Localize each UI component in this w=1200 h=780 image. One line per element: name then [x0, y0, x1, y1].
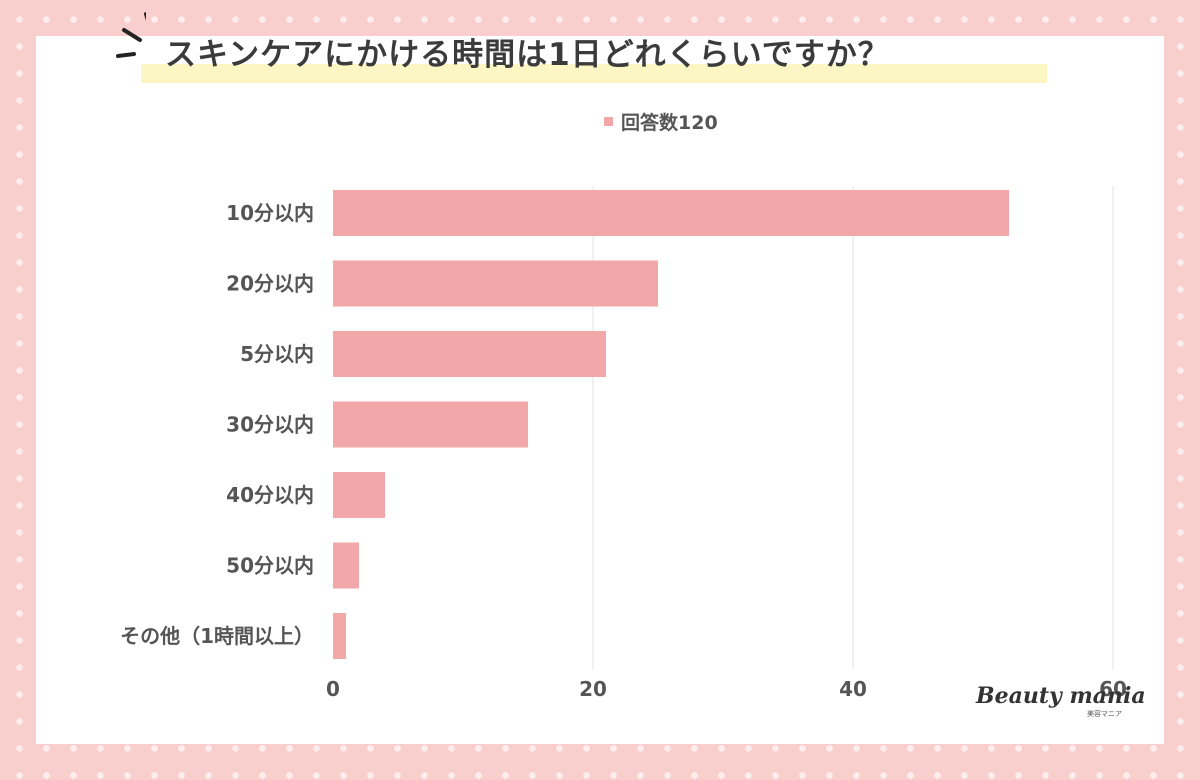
- brand-logo: Beauty mania 美容マニア: [976, 683, 1146, 719]
- x-tick-label-40: 40: [839, 677, 867, 701]
- logo-text: Beauty mania: [976, 683, 1146, 709]
- bar-3: [333, 401, 528, 448]
- bar-1: [333, 260, 658, 307]
- category-label-1: 20分以内: [226, 272, 314, 296]
- category-label-3: 30分以内: [226, 413, 314, 437]
- category-label-4: 40分以内: [226, 483, 314, 507]
- x-tick-label-60: 60: [1099, 677, 1127, 701]
- chart-title: スキンケアにかける時間は1日どれくらいですか？: [165, 37, 890, 73]
- bar-6: [333, 613, 346, 659]
- category-label-2: 5分以内: [240, 342, 314, 366]
- legend-label: 回答数120: [621, 111, 718, 134]
- bar-5: [333, 542, 359, 589]
- legend: 回答数120: [604, 108, 718, 134]
- chart-card: [36, 36, 1164, 744]
- title-area: スキンケアにかける時間は1日どれくらいですか？: [141, 32, 1047, 86]
- bar-0: [333, 190, 1009, 236]
- category-label-0: 10分以内: [226, 201, 314, 225]
- x-tick-label-20: 20: [579, 677, 607, 701]
- category-label-6: その他（1時間以上）: [120, 624, 314, 648]
- sparkle-icon: [116, 12, 146, 58]
- category-label-5: 50分以内: [226, 554, 314, 578]
- logo-subtext: 美容マニア: [1087, 710, 1122, 718]
- x-tick-label-0: 0: [326, 677, 340, 701]
- bar-4: [333, 472, 385, 518]
- bar-2: [333, 331, 606, 377]
- title-highlight: [141, 64, 1047, 83]
- legend-swatch: [604, 116, 613, 126]
